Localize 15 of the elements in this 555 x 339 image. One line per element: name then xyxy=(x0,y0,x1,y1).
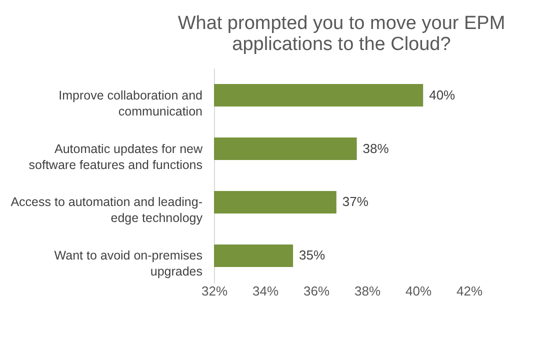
y-tick-label: Automatic updates for new software features and functions xyxy=(28,142,204,172)
x-tick-label: 34% xyxy=(252,284,279,298)
y-tick-label: Improve collaboration and communication xyxy=(58,88,203,118)
x-tick-label: 36% xyxy=(303,284,330,298)
y-tick-label: Access to automation and leading-edge technology xyxy=(10,195,204,226)
data-label: 38% xyxy=(362,140,390,156)
x-tick-label: 40% xyxy=(405,284,432,298)
x-tick-label: 42% xyxy=(456,284,483,298)
data-label: 35% xyxy=(299,248,326,263)
chart-title: What prompted you to move your EPM applications to the Cloud? xyxy=(178,13,506,55)
x-tick-label: 32% xyxy=(201,284,228,298)
x-tick-label: 38% xyxy=(354,284,381,298)
y-tick-label: Want to avoid on-premises upgrades xyxy=(54,248,202,279)
data-label: 40% xyxy=(429,87,456,102)
data-label: 37% xyxy=(342,194,369,210)
